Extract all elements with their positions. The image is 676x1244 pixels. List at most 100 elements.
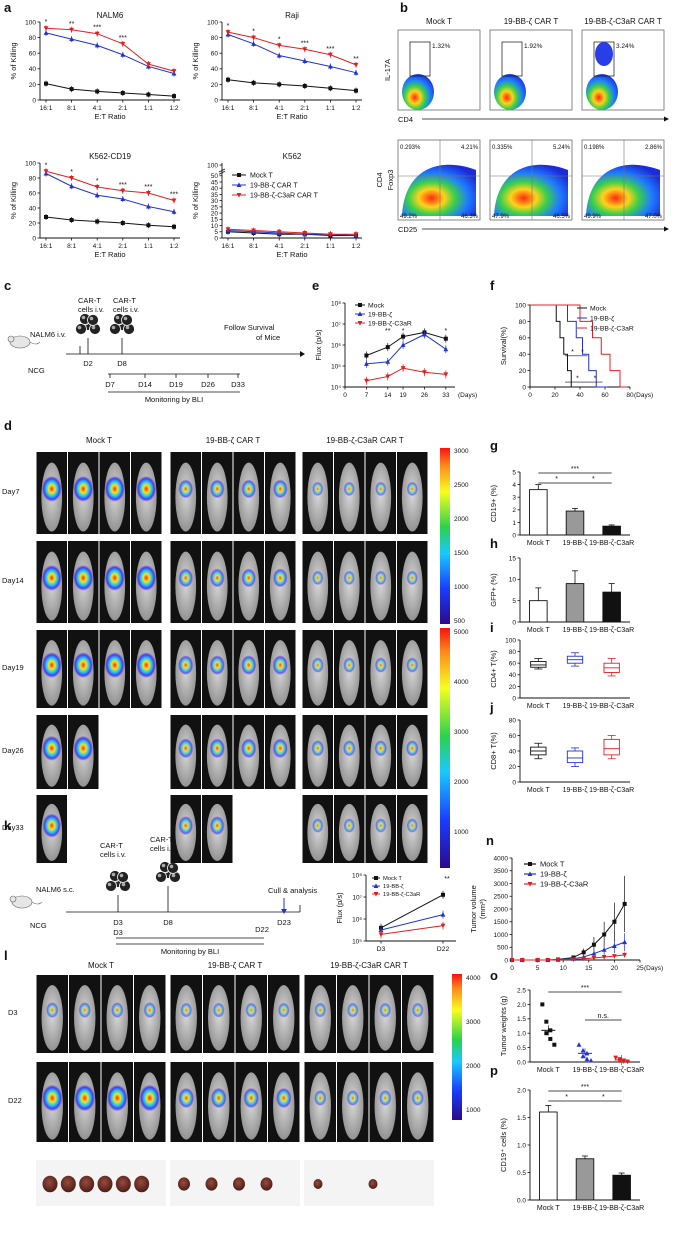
schem-k-inject: NALM6 s.c. (36, 885, 75, 894)
flow-quad-ul: 0.198% (584, 145, 605, 151)
f-xtick-label: 60 (601, 392, 609, 399)
a-k562cd19-xtick-label: 1:1 (144, 243, 153, 250)
a-nalm6-xtick-label: 16:1 (40, 105, 53, 112)
n-legend-marker (527, 882, 533, 887)
bli-d-cell-signal (209, 655, 225, 676)
j-ytick-label: 0 (512, 779, 516, 786)
a-raji-sig: * (227, 23, 230, 30)
bli-l-cell-signal (143, 1002, 156, 1019)
m-xtick-label: D22 (437, 946, 450, 953)
a-k562-point-c3ar (251, 228, 256, 234)
bli-d-day: Day26 (2, 746, 24, 755)
g-ytick-label: 1 (512, 520, 516, 527)
bli-d-cell-signal (406, 818, 418, 833)
panel-letter-f: f (490, 278, 495, 293)
m-legend-label: 19-BB-ζ-C3aR (383, 892, 420, 898)
bli-l-cell-signal (314, 1089, 327, 1107)
f-sig: * (571, 349, 574, 356)
a-raji-series-bbz (227, 34, 357, 74)
e-point-c3ar (363, 378, 369, 384)
bli-l-cell-signal (178, 1087, 195, 1109)
flow-density-blob (402, 164, 476, 216)
f-ylabel: Survival(%) (499, 326, 508, 365)
flow-ylabel-foxp3: Foxp3 (386, 170, 395, 191)
bli-d-cell-signal (73, 735, 93, 761)
n-xtick-label: 5 (536, 965, 540, 972)
a-nalm6-point-c3ar (69, 27, 74, 33)
e-point-mock (443, 336, 448, 341)
f-ytick-label: 20 (519, 368, 527, 375)
bli-l-cell-mouse (309, 985, 331, 1051)
a-raji-point-c3ar (302, 47, 308, 52)
a-k562cd19-point-c3ar (69, 176, 74, 181)
panel-letter-d: d (4, 418, 12, 433)
a-nalm6-point-c3ar (94, 31, 100, 37)
e-xunit: (Days) (458, 392, 477, 399)
n-ylabel: Tumor volume (469, 885, 478, 933)
bli-d-cell-signal (42, 735, 62, 761)
p-sig: * (565, 1094, 568, 1101)
j-ytick-label: 80 (509, 717, 517, 724)
i-ytick-label: 80 (509, 649, 517, 656)
chart-a-nalm6: 0 20 40 60 80 100 % of Killing 16:1 8:1 4:1 2:1 1:1… (9, 11, 180, 121)
a-nalm6-point-bbz (69, 36, 74, 42)
p-ytick-label: 1.5 (517, 1115, 526, 1122)
a-k562-xtick-label: 16:1 (222, 243, 235, 250)
n-ytick-label: 3000 (494, 881, 509, 888)
a-k562cd19-title: K562-CD19 (89, 152, 131, 161)
h-ytick-label: 0 (512, 619, 516, 626)
m-series-bbz (380, 914, 444, 931)
e-point-c3ar (422, 370, 427, 375)
i-ytick-label: 20 (509, 684, 517, 691)
e-xtick-label: 19 (399, 392, 407, 399)
o-point-bbz (584, 1056, 590, 1062)
car-t-cell-nucleus (81, 315, 86, 320)
o-point-bbz (580, 1053, 586, 1059)
a-k562cd19-ytick-label: 20 (29, 220, 37, 227)
schem-c-bli-day: D26 (201, 380, 215, 389)
n-point-c3ar (571, 957, 576, 963)
schem-c-follow2: of Mice (256, 333, 280, 342)
a-nalm6-sig: *** (119, 35, 127, 42)
a-raji-ylabel: % of Killing (191, 42, 200, 79)
schem-c-car4: cells i.v. (113, 305, 139, 314)
i-xtick-label: 19-BB-ζ-C3aR (589, 703, 634, 710)
excised-tumor (260, 1177, 273, 1191)
flow-ylabel-cd4: CD4 (375, 172, 384, 187)
bli-d-cell-signal (73, 475, 94, 502)
schem-k-car1: CAR-T (100, 841, 123, 850)
a-nalm6-ytick-label: 0 (32, 97, 36, 104)
car-t-cell-nucleus (111, 325, 116, 330)
excised-tumor (60, 1175, 76, 1193)
a-raji-point-c3ar (328, 52, 333, 58)
g-ytick-label: 0 (512, 532, 516, 539)
bli-d-cell-signal (42, 813, 62, 838)
a-k562-legend-marker (237, 173, 241, 177)
bli-l-cell-signal (314, 1002, 327, 1018)
n-ytick-label: 1000 (494, 932, 509, 939)
o-point-mock (548, 1036, 553, 1041)
bli-d-cell-mouse (401, 462, 423, 532)
o-xtick-label: Mock T (537, 1067, 561, 1074)
n-point-c3ar (581, 956, 587, 962)
e-xtick-label: 0 (343, 392, 347, 399)
panel-letter-j: j (489, 700, 494, 715)
n-xtick-label: 25 (636, 965, 644, 972)
a-k562cd19-sig: *** (144, 184, 152, 191)
a-nalm6-point-mock (69, 87, 74, 92)
schem-k-car4: cells i.v. (150, 844, 176, 853)
bli-d-group: 19-BB-ζ-C3aR CAR T (326, 436, 404, 445)
bli-l-scale-label: 4000 (466, 975, 481, 982)
bli-l-group: Mock T (88, 961, 114, 970)
car-t-cell-nucleus (121, 882, 126, 887)
schem-k-day: D3 (113, 918, 123, 927)
e-xtick-label: 26 (421, 392, 429, 399)
a-nalm6-sig: * (45, 19, 48, 26)
f-sig: * (594, 375, 597, 382)
flow-gate-percent: 1.32% (432, 43, 451, 50)
bli-l-group: 19-BB-ζ CAR T (208, 961, 263, 970)
a-raji-xtick-label: 1:2 (351, 105, 360, 112)
o-sig: n.s. (598, 1013, 609, 1020)
bli-d-cell-signal (312, 570, 324, 586)
a-raji-point-bbz (328, 63, 333, 69)
